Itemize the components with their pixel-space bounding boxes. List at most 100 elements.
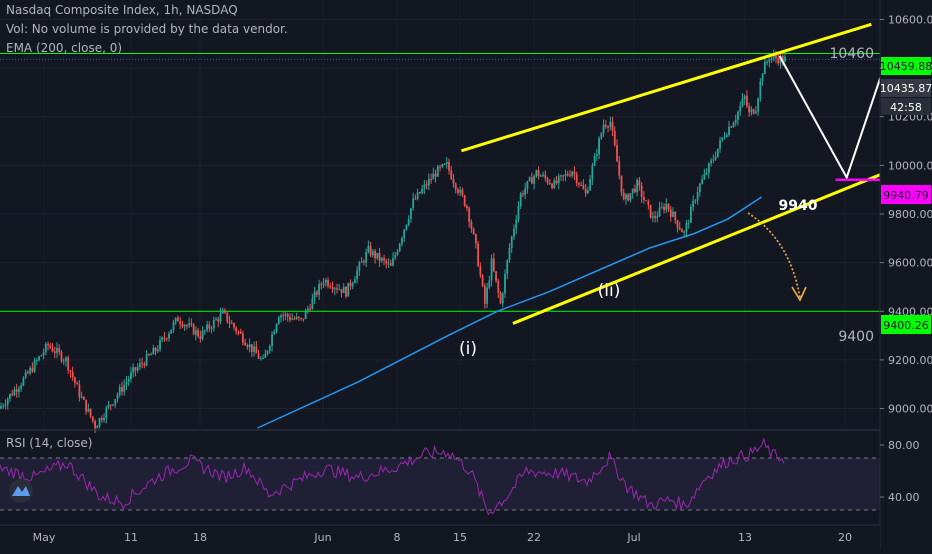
candle-up xyxy=(29,367,32,374)
candle-down xyxy=(340,289,343,293)
candle-up xyxy=(380,258,383,261)
candle-up xyxy=(98,418,101,426)
candle-up xyxy=(770,57,773,61)
candle-down xyxy=(26,372,29,374)
candle-up xyxy=(535,170,538,177)
candle-up xyxy=(737,111,739,120)
candle-up xyxy=(295,316,298,319)
candle-down xyxy=(74,377,76,383)
candle-down xyxy=(233,323,235,328)
candle-up xyxy=(168,333,170,339)
candle-down xyxy=(320,283,323,285)
candle-up xyxy=(376,252,379,259)
candle-up xyxy=(107,404,110,408)
candle-down xyxy=(622,192,625,200)
candle-down xyxy=(89,408,92,417)
candle-up xyxy=(188,323,191,326)
candle-down xyxy=(60,352,63,361)
candle-down xyxy=(224,310,226,313)
candle-down xyxy=(580,184,583,186)
rsi-tick-label: 40.00 xyxy=(888,491,920,504)
candle-down xyxy=(257,353,260,359)
legend-rsi[interactable]: RSI (14, close) xyxy=(6,436,93,450)
price-axis[interactable]: 9000.009200.009400.009600.009800.0010000… xyxy=(880,13,932,504)
candle-up xyxy=(161,337,164,340)
candle-up xyxy=(416,192,419,199)
candle-down xyxy=(217,319,220,322)
candle-up xyxy=(284,314,287,316)
candle-up xyxy=(44,344,47,353)
candle-up xyxy=(741,98,744,107)
time-tick-label: 18 xyxy=(193,531,207,544)
candle-up xyxy=(112,404,114,406)
candle-down xyxy=(649,204,652,218)
candle-up xyxy=(560,175,562,177)
candle-up xyxy=(105,407,108,418)
candle-down xyxy=(582,184,585,190)
channel-lower-line xyxy=(512,154,928,325)
legend-symbol[interactable]: Nasdaq Composite Index, 1h, NASDAQ xyxy=(6,3,238,17)
candle-down xyxy=(611,121,614,131)
candle-up xyxy=(324,279,327,283)
legend-volume[interactable]: Vol: No volume is provided by the data v… xyxy=(6,22,288,36)
candle-down xyxy=(483,285,486,304)
candle-up xyxy=(172,322,175,330)
candle-up xyxy=(114,399,117,405)
candle-up xyxy=(159,339,161,350)
candle-down xyxy=(777,58,780,64)
candle-up xyxy=(38,356,40,361)
candle-down xyxy=(226,312,229,322)
candle-down xyxy=(147,354,150,356)
candle-up xyxy=(118,387,121,395)
candle-up xyxy=(716,148,719,157)
candle-up xyxy=(513,228,515,237)
time-tick-label: 22 xyxy=(527,531,541,544)
price-tick-label: 9200.00 xyxy=(888,354,932,367)
high-price-box xyxy=(881,57,931,75)
candle-down xyxy=(82,396,85,400)
candle-up xyxy=(219,313,222,322)
candle-up xyxy=(156,349,159,352)
candle-down xyxy=(425,184,428,186)
candle-down xyxy=(546,178,549,183)
tradingview-logo[interactable] xyxy=(9,479,33,503)
level-label-9940: 9940 xyxy=(779,198,818,214)
candle-down xyxy=(163,337,166,339)
ema-layer xyxy=(257,196,763,429)
candle-up xyxy=(445,162,448,164)
candle-down xyxy=(414,198,417,200)
candle-up xyxy=(707,163,710,173)
candle-up xyxy=(721,137,724,141)
candle-down xyxy=(461,189,464,196)
time-axis[interactable]: May 11 18 Jun 8 15 22 Jul 13 20 xyxy=(33,531,852,544)
candle-up xyxy=(698,183,701,192)
candle-down xyxy=(15,389,18,392)
candle-down xyxy=(100,418,103,420)
candle-up xyxy=(750,109,753,113)
candle-up xyxy=(490,258,493,281)
candle-down xyxy=(11,393,14,396)
candle-up xyxy=(571,171,574,176)
candle-up xyxy=(754,111,757,114)
candle-down xyxy=(752,109,755,114)
candle-up xyxy=(524,188,527,195)
candle-up xyxy=(759,81,762,99)
candle-down xyxy=(242,333,244,343)
rsi-band xyxy=(0,458,880,510)
candle-down xyxy=(537,170,540,177)
candle-up xyxy=(401,237,403,244)
legend-ema[interactable]: EMA (200, close, 0) xyxy=(6,41,123,55)
candle-up xyxy=(266,350,269,354)
candle-up xyxy=(441,164,444,167)
channel-upper-line xyxy=(460,22,872,153)
candle-up xyxy=(80,396,83,398)
candle-up xyxy=(593,155,596,166)
pink-price-text: 9940.79 xyxy=(883,189,929,202)
candle-up xyxy=(609,121,612,128)
low-price-text: 9400.26 xyxy=(883,319,929,332)
candle-down xyxy=(186,325,188,327)
candle-up xyxy=(427,178,430,186)
candle-up xyxy=(692,200,695,207)
